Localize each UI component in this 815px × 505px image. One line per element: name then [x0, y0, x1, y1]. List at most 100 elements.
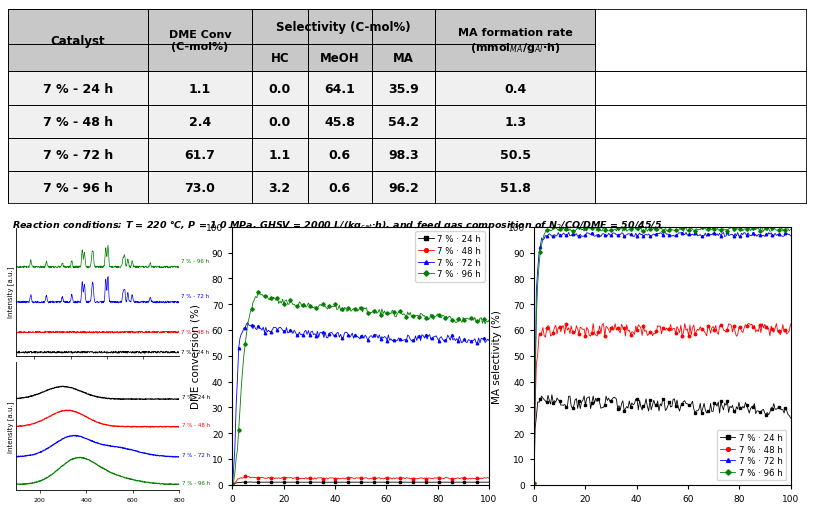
FancyBboxPatch shape [148, 106, 252, 138]
Y-axis label: DME conversion (%): DME conversion (%) [191, 304, 200, 409]
7 % · 24 h [598, 405, 608, 411]
7 % · 96 h [598, 225, 608, 231]
FancyBboxPatch shape [148, 10, 252, 45]
7 % · 72 h [540, 236, 549, 242]
Text: MA: MA [393, 52, 414, 65]
7 % · 72 h [297, 331, 306, 337]
Line: 7 % · 72 h: 7 % · 72 h [231, 322, 491, 489]
FancyBboxPatch shape [8, 106, 148, 138]
7 % · 24 h [786, 415, 795, 421]
7 % · 96 h [297, 304, 306, 310]
7 % · 72 h [774, 232, 784, 238]
Text: 51.8: 51.8 [500, 181, 531, 194]
FancyBboxPatch shape [372, 106, 435, 138]
7 % · 72 h [227, 485, 237, 491]
7 % · 24 h [484, 479, 494, 485]
FancyBboxPatch shape [372, 172, 435, 205]
7 % · 24 h [297, 479, 306, 485]
7 % · 96 h [529, 480, 539, 486]
7 % · 72 h [473, 340, 482, 346]
7 % · 24 h [529, 485, 539, 491]
FancyBboxPatch shape [8, 45, 148, 72]
FancyBboxPatch shape [252, 72, 308, 106]
7 % · 96 h [473, 319, 482, 325]
Text: 7 % - 96 h: 7 % - 96 h [43, 181, 113, 194]
Text: DME Conv
(C-mol%): DME Conv (C-mol%) [169, 30, 231, 53]
Text: 0.0: 0.0 [269, 116, 291, 128]
Text: 0.6: 0.6 [328, 181, 350, 194]
Text: 2.4: 2.4 [189, 116, 211, 128]
7 % · 24 h [473, 479, 482, 485]
7 % · 24 h [245, 479, 255, 485]
7 % · 96 h [253, 290, 263, 296]
Text: 7 % - 96 h: 7 % - 96 h [182, 480, 209, 485]
7 % · 96 h [484, 318, 494, 324]
FancyBboxPatch shape [435, 10, 595, 45]
7 % · 24 h [774, 405, 784, 411]
Legend: 7 % · 24 h, 7 % · 48 h, 7 % · 72 h, 7 % · 96 h: 7 % · 24 h, 7 % · 48 h, 7 % · 72 h, 7 % … [716, 430, 786, 480]
7 % · 72 h [544, 231, 554, 237]
FancyBboxPatch shape [372, 72, 435, 106]
7 % · 96 h [540, 232, 549, 238]
7 % · 96 h [774, 228, 784, 234]
7 % · 24 h [276, 479, 286, 485]
Text: 7 % - 24 h: 7 % - 24 h [182, 395, 209, 399]
Line: 7 % · 24 h: 7 % · 24 h [532, 394, 792, 490]
Text: 45.8: 45.8 [324, 116, 355, 128]
7 % · 48 h [765, 333, 775, 339]
7 % · 48 h [297, 475, 306, 481]
7 % · 48 h [238, 475, 248, 481]
7 % · 96 h [574, 225, 584, 231]
7 % · 72 h [243, 320, 253, 326]
7 % · 24 h [544, 397, 554, 403]
FancyBboxPatch shape [435, 45, 595, 72]
FancyBboxPatch shape [372, 45, 435, 72]
Text: 7 % - 72 h: 7 % - 72 h [181, 293, 209, 298]
7 % · 72 h [276, 325, 286, 331]
Text: 96.2: 96.2 [388, 181, 419, 194]
FancyBboxPatch shape [8, 72, 148, 106]
Text: 1.1: 1.1 [269, 148, 291, 162]
X-axis label: 2 Theta (degree): 2 Theta (degree) [68, 371, 127, 378]
7 % · 48 h [544, 324, 554, 330]
7 % · 48 h [774, 328, 784, 334]
7 % · 24 h [578, 397, 588, 403]
Line: 7 % · 96 h: 7 % · 96 h [532, 227, 792, 485]
FancyBboxPatch shape [148, 172, 252, 205]
FancyBboxPatch shape [148, 72, 252, 106]
7 % · 24 h [238, 479, 248, 485]
7 % · 24 h [547, 392, 557, 398]
Text: 3.2: 3.2 [269, 181, 291, 194]
FancyBboxPatch shape [372, 10, 435, 45]
Text: 64.1: 64.1 [324, 82, 355, 95]
7 % · 48 h [473, 475, 482, 481]
Legend: 7 % · 24 h, 7 % · 48 h, 7 % · 72 h, 7 % · 96 h: 7 % · 24 h, 7 % · 48 h, 7 % · 72 h, 7 % … [415, 232, 485, 282]
7 % · 24 h [464, 479, 474, 485]
7 % · 96 h [765, 229, 775, 235]
FancyBboxPatch shape [308, 72, 372, 106]
Line: 7 % · 96 h: 7 % · 96 h [231, 291, 491, 485]
Y-axis label: MA selectivity (%): MA selectivity (%) [492, 309, 502, 403]
FancyBboxPatch shape [435, 172, 595, 205]
FancyBboxPatch shape [252, 138, 308, 172]
Y-axis label: Intensity [a.u.]: Intensity [a.u.] [7, 400, 14, 451]
Text: 98.3: 98.3 [388, 148, 419, 162]
7 % · 24 h [540, 397, 549, 403]
Text: 0.0: 0.0 [269, 82, 291, 95]
7 % · 72 h [722, 230, 732, 236]
7 % · 72 h [484, 338, 494, 344]
Text: 7 % - 72 h: 7 % - 72 h [43, 148, 113, 162]
FancyBboxPatch shape [252, 10, 308, 45]
7 % · 96 h [243, 321, 253, 327]
7 % · 48 h [484, 475, 494, 481]
Y-axis label: Intensity [a.u.]: Intensity [a.u.] [7, 267, 14, 318]
Text: 7 % - 48 h: 7 % - 48 h [182, 422, 209, 427]
FancyBboxPatch shape [435, 72, 595, 106]
Text: MeOH: MeOH [319, 52, 359, 65]
7 % · 48 h [240, 473, 250, 479]
Line: 7 % · 24 h: 7 % · 24 h [231, 481, 491, 486]
7 % · 72 h [765, 232, 775, 238]
7 % · 48 h [227, 482, 237, 488]
FancyBboxPatch shape [372, 138, 435, 172]
7 % · 48 h [540, 333, 549, 339]
